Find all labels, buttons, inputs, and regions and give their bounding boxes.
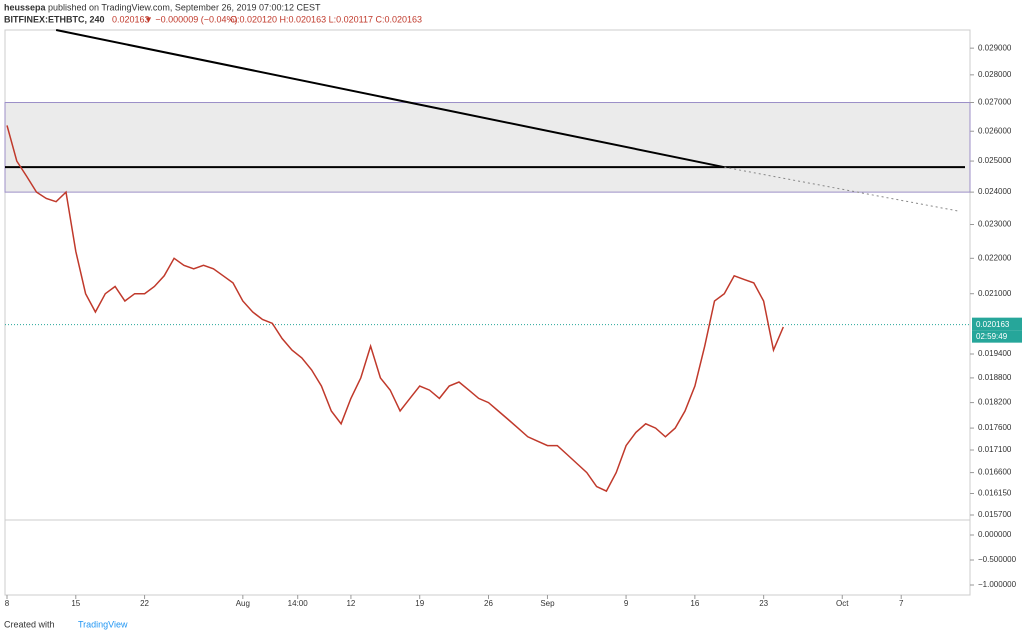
plot-frame — [4, 29, 971, 596]
y-tick-label: 0.022000 — [978, 253, 1012, 262]
zone — [4, 102, 971, 193]
x-tick-label: 8 — [5, 599, 10, 608]
price-label: 0.020163 — [976, 320, 1010, 329]
published: published on TradingView.com, September … — [48, 2, 321, 12]
y-tick-label: 0.029000 — [978, 43, 1012, 52]
y-tick-label: 0.027000 — [978, 98, 1012, 107]
x-tick-label: Oct — [836, 599, 849, 608]
y-tick-label: 0.025000 — [978, 156, 1012, 165]
countdown-tag — [972, 330, 1022, 343]
price-series — [6, 125, 784, 493]
x-tick-label: 22 — [140, 599, 149, 608]
y-tick-label: 0.024000 — [978, 187, 1012, 196]
y-tick-label: 0.016600 — [978, 468, 1012, 477]
y-tick-label: 0.026000 — [978, 126, 1012, 135]
x-tick-label: 12 — [346, 599, 355, 608]
y-tick-label: 0.018200 — [978, 398, 1012, 407]
x-tick-label: 15 — [71, 599, 80, 608]
y-tick-label: 0.015700 — [978, 510, 1012, 519]
y-tick-label: 0.019400 — [978, 349, 1012, 358]
x-tick-label: Sep — [540, 599, 555, 608]
x-tick-label: 16 — [690, 599, 699, 608]
x-tick-label: 19 — [415, 599, 424, 608]
y-tick-label: 0.017600 — [978, 423, 1012, 432]
price-tag — [972, 317, 1022, 331]
y2-tick-label: 0.000000 — [978, 530, 1012, 539]
trendline — [55, 29, 725, 169]
x-tick-label: 7 — [899, 599, 904, 608]
x-tick-label: 9 — [624, 599, 629, 608]
footer-brand: TradingView — [78, 619, 128, 629]
change: ▼ −0.000009 (−0.04%) — [144, 14, 237, 24]
y-tick-label: 0.017100 — [978, 445, 1012, 454]
x-tick-label: 14:00 — [288, 599, 309, 608]
countdown-label: 02:59:49 — [976, 332, 1008, 341]
ohlc: O:0.020120 H:0.020163 L:0.020117 C:0.020… — [230, 14, 422, 24]
y-tick-label: 0.023000 — [978, 220, 1012, 229]
y-tick-label: 0.018800 — [978, 373, 1012, 382]
y-tick-label: 0.016150 — [978, 489, 1012, 498]
y2-tick-label: −0.500000 — [978, 555, 1017, 564]
x-tick-label: Aug — [236, 599, 250, 608]
last: 0.020163 — [112, 14, 150, 24]
y2-tick-label: −1.000000 — [978, 580, 1017, 589]
x-tick-label: 26 — [484, 599, 493, 608]
x-tick-label: 23 — [759, 599, 768, 608]
y-tick-label: 0.028000 — [978, 70, 1012, 79]
symbol: BITFINEX:ETHBTC, 240 — [4, 14, 105, 24]
publisher: heussepa — [4, 2, 47, 12]
footer-created: Created with — [4, 619, 55, 629]
y-tick-label: 0.021000 — [978, 289, 1012, 298]
